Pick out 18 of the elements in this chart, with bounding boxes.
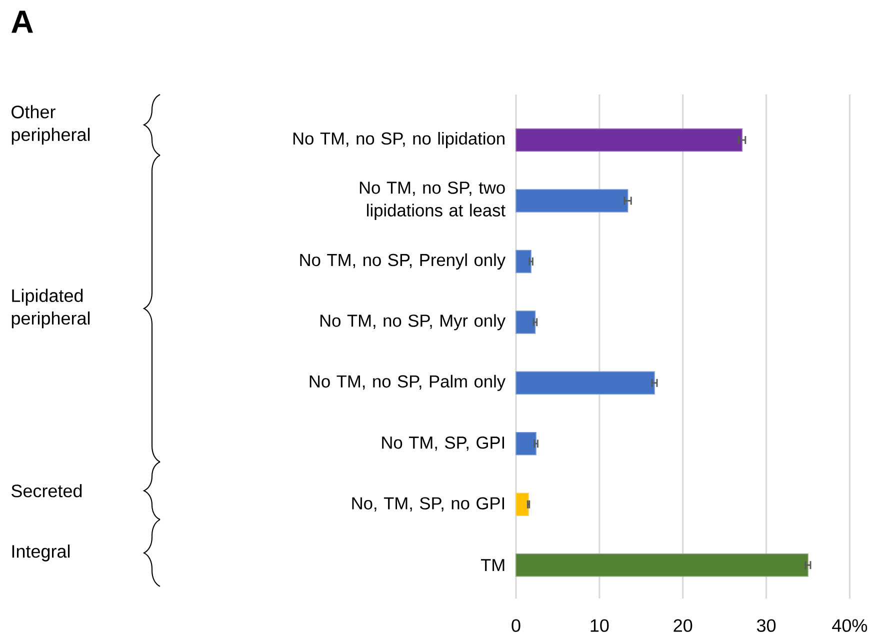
- y-tick-label: No TM, no SP, two lipidations at least: [360, 182, 506, 220]
- y-tick-label: No TM, no SP, Prenyl only: [300, 253, 506, 270]
- text: Secreted: [12, 484, 82, 498]
- y-tick-label: No TM, no SP, Myr only: [320, 314, 506, 330]
- text: Integral: [12, 544, 70, 562]
- y-tick-label: No, TM, SP, no GPI: [352, 497, 504, 512]
- x-tick-label: 20: [674, 619, 692, 632]
- y-tick-label: TM: [480, 559, 504, 572]
- x-tick-label: 30: [756, 619, 776, 632]
- text: Lipidated peripheral: [12, 288, 90, 328]
- text: A: [12, 10, 33, 33]
- y-tick-label: No TM, SP, GPI: [382, 436, 504, 451]
- x-tick-label: 0: [512, 619, 520, 632]
- x-tick-label: 40%: [832, 619, 868, 632]
- x-tick-label: 10: [590, 619, 609, 632]
- text: Other peripheral: [12, 105, 90, 145]
- y-tick-label: No TM, no SP, no lipidation: [293, 132, 504, 148]
- y-tick-label: No TM, no SP, Palm only: [310, 374, 506, 391]
